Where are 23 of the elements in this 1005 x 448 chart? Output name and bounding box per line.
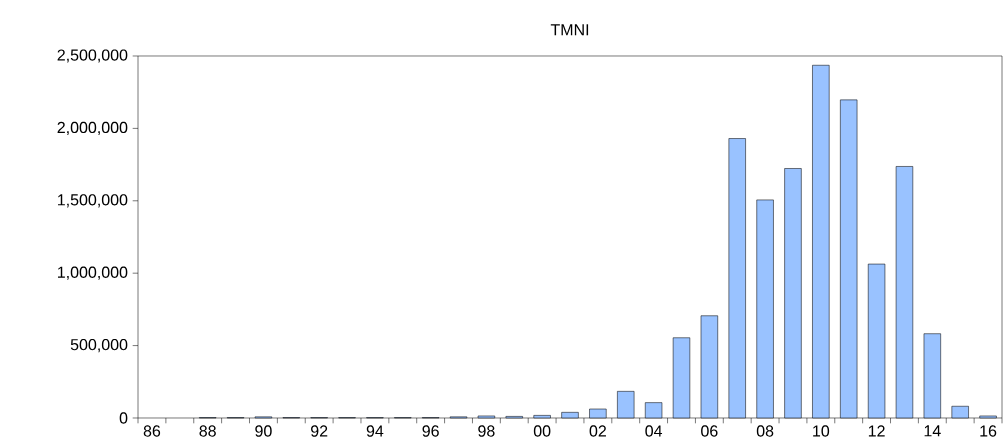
x-tick-label: 14 xyxy=(924,425,941,437)
y-tick-label: 1,500,000 xyxy=(58,194,128,208)
x-tick-label: 08 xyxy=(756,425,774,437)
x-tick-label: 88 xyxy=(199,425,216,437)
x-tick-label: 00 xyxy=(533,425,551,437)
x-tick-label: 10 xyxy=(813,425,830,437)
x-tick-label: 02 xyxy=(589,425,606,437)
x-tick-label: 98 xyxy=(478,425,495,437)
x-tick-label: 92 xyxy=(311,425,328,437)
x-tick-label: 96 xyxy=(422,425,439,437)
y-tick-label: 500,000 xyxy=(70,338,128,353)
chart-title: TMNI xyxy=(550,24,589,36)
x-tick-label: 04 xyxy=(645,425,663,437)
x-tick-label: 86 xyxy=(143,425,161,437)
x-tick-label: 06 xyxy=(701,425,718,437)
y-tick-label: 2,500,000 xyxy=(57,49,128,63)
x-tick-label: 94 xyxy=(366,425,384,437)
x-tick-label: 16 xyxy=(980,425,997,437)
x-tick-label: 90 xyxy=(255,425,272,437)
x-tick-label: 12 xyxy=(868,425,885,437)
y-tick-label: 2,000,000 xyxy=(57,121,128,135)
y-tick-label: 1,000,000 xyxy=(58,266,128,280)
y-tick-label: 0 xyxy=(119,412,128,424)
